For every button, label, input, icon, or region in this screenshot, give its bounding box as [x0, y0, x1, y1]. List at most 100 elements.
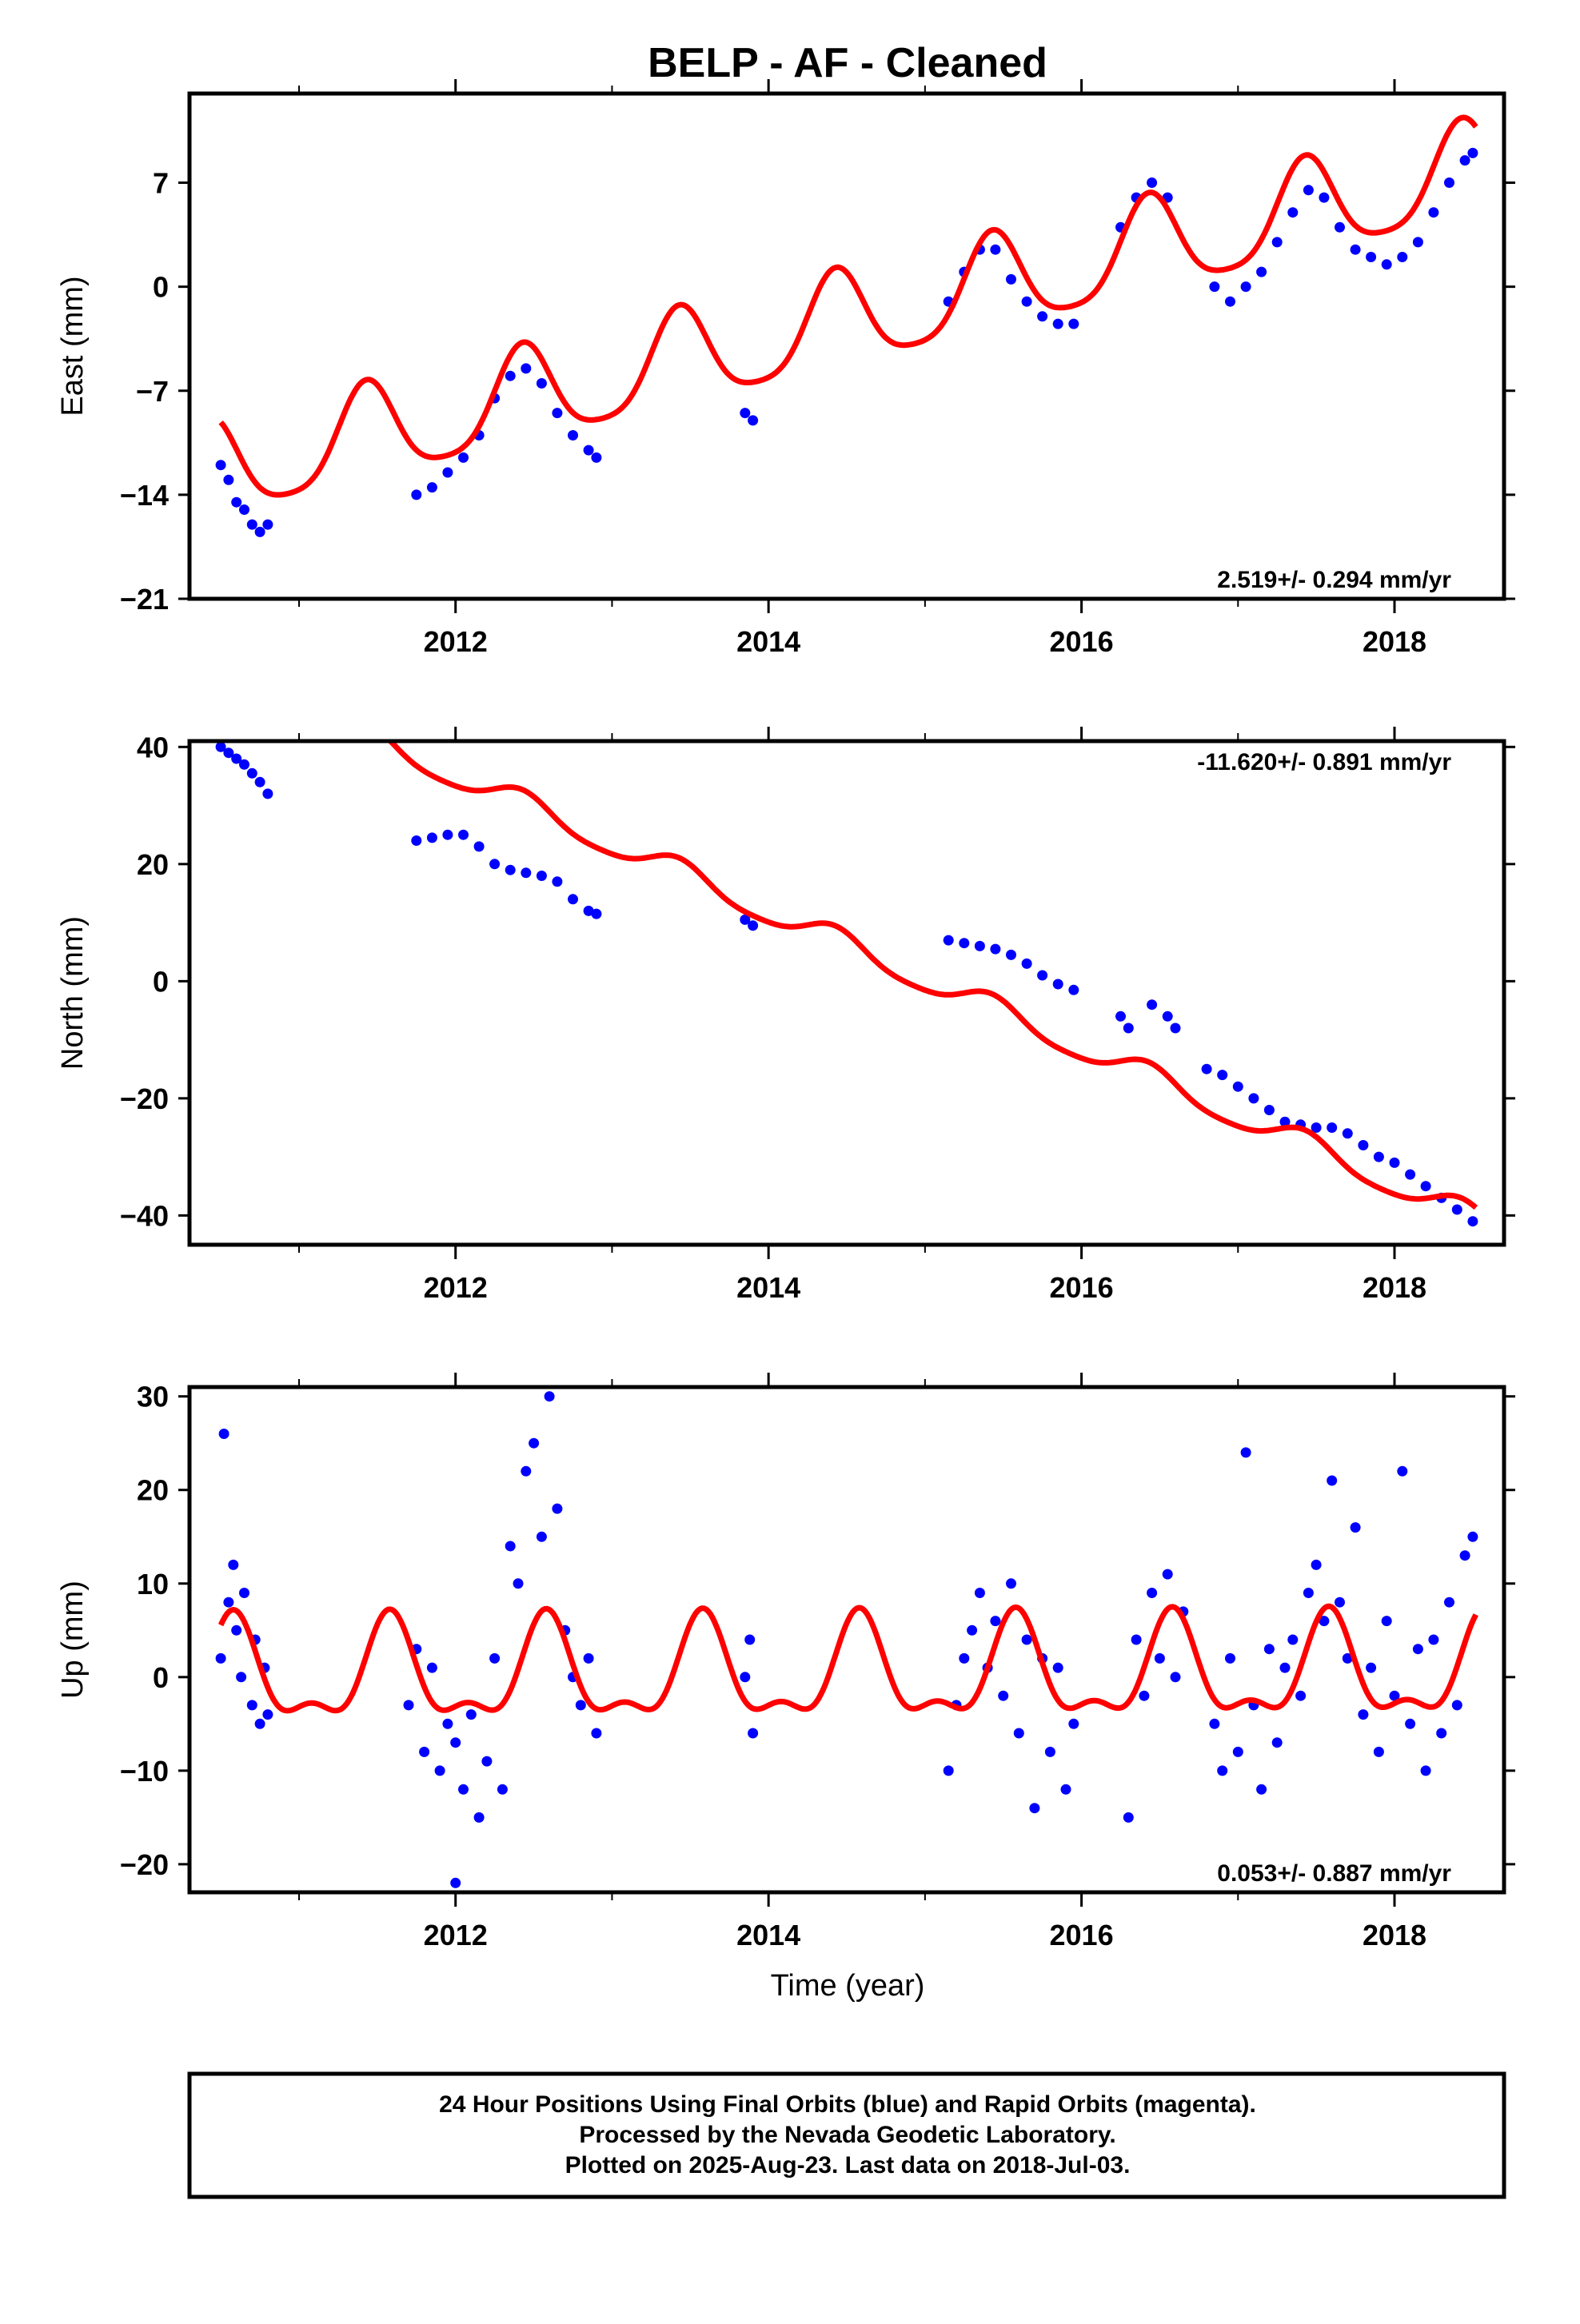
up-data-point [1303, 1588, 1314, 1598]
east-x-tick-label: 2014 [736, 625, 800, 658]
north-data-point [246, 767, 257, 779]
up-data-point [215, 1652, 226, 1664]
north-data-point [458, 829, 469, 840]
up-data-point [1123, 1812, 1134, 1823]
north-x-tick-label: 2018 [1363, 1271, 1426, 1304]
north-data-point [990, 943, 1001, 955]
up-data-point [442, 1718, 453, 1729]
up-data-point [740, 1672, 751, 1683]
east-x-tick-label: 2016 [1050, 625, 1114, 658]
east-data-point [583, 444, 594, 456]
up-data-point [419, 1746, 430, 1757]
north-data-point [1021, 958, 1032, 969]
east-x-tick-label: 2012 [424, 625, 488, 658]
north-data-point [1232, 1081, 1243, 1092]
north-data-point [1006, 949, 1016, 960]
up-data-point [403, 1700, 414, 1711]
up-data-point [481, 1756, 493, 1767]
up-data-point [1420, 1765, 1431, 1776]
north-data-point [1263, 1105, 1275, 1115]
up-y-tick-label: 20 [137, 1474, 169, 1507]
up-data-point [1154, 1652, 1165, 1664]
east-data-point [1335, 221, 1345, 233]
up-data-point [1327, 1475, 1338, 1486]
north-data-points [215, 741, 1478, 1227]
east-y-axis-label: East (mm) [56, 276, 90, 416]
east-y-tick-label: −7 [136, 375, 169, 408]
east-data-point [1428, 207, 1439, 218]
north-y-tick-label: 40 [137, 731, 169, 763]
east-data-point [1209, 281, 1220, 293]
up-frame [187, 1385, 1506, 1895]
up-data-point [246, 1700, 257, 1711]
north-data-point [1037, 970, 1048, 981]
up-data-point [218, 1429, 229, 1439]
up-data-point [1052, 1662, 1063, 1673]
up-data-point [1256, 1784, 1267, 1795]
up-data-point [513, 1578, 524, 1589]
north-data-point [1279, 1116, 1291, 1127]
east-data-point [442, 467, 453, 478]
up-data-point [236, 1672, 247, 1683]
east-x-tick-label: 2018 [1363, 625, 1426, 658]
up-data-point [1287, 1634, 1299, 1645]
up-x-tick-label: 2012 [424, 1919, 488, 1951]
east-data-point [1444, 177, 1454, 188]
north-data-point [1358, 1140, 1369, 1150]
east-data-point [1068, 318, 1079, 329]
north-data-point [505, 864, 516, 875]
caption-box [187, 2071, 1506, 2199]
east-data-point [740, 408, 751, 419]
east-data-point [215, 460, 226, 471]
up-data-point [1232, 1746, 1243, 1757]
up-data-point [1139, 1690, 1150, 1701]
up-data-point [998, 1690, 1009, 1701]
north-y-tick-label: 20 [137, 848, 169, 881]
up-data-point [1319, 1616, 1330, 1627]
up-data-point [497, 1784, 508, 1795]
north-data-point [239, 759, 249, 770]
up-data-point [1209, 1718, 1220, 1729]
east-data-point [411, 489, 422, 500]
up-data-point [1467, 1531, 1478, 1542]
north-data-point [1420, 1181, 1431, 1192]
up-data-point [990, 1616, 1001, 1627]
north-data-point [748, 920, 759, 931]
up-data-point [465, 1709, 477, 1720]
up-data-points [215, 1391, 1478, 1888]
north-data-point [1405, 1169, 1416, 1180]
north-data-point [568, 894, 578, 905]
up-x-tick-label: 2016 [1050, 1919, 1114, 1951]
up-data-point [262, 1709, 273, 1720]
up-data-point [450, 1877, 461, 1888]
up-data-point [505, 1541, 516, 1552]
up-data-point [228, 1559, 239, 1570]
north-x-tick-label: 2016 [1050, 1271, 1114, 1304]
up-data-point [552, 1503, 563, 1514]
east-data-point [1319, 192, 1330, 203]
up-y-tick-label: −10 [120, 1755, 169, 1788]
north-model-curve [386, 741, 1478, 1210]
north-data-point [411, 835, 422, 846]
up-data-point [536, 1531, 547, 1542]
east-data-point [505, 370, 516, 381]
up-y-tick-label: 10 [137, 1568, 169, 1600]
east-data-point [1225, 296, 1235, 307]
east-data-point [1467, 147, 1478, 158]
north-data-point [591, 908, 602, 919]
east-data-point [1240, 281, 1251, 293]
east-data-point [568, 430, 578, 440]
up-data-point [426, 1662, 437, 1673]
east-data-point [1350, 244, 1361, 255]
east-data-point [239, 504, 249, 515]
up-data-point [591, 1728, 602, 1739]
north-data-point [254, 776, 265, 787]
east-data-point [1397, 252, 1408, 262]
caption-line-1: 24 Hour Positions Using Final Orbits (bl… [439, 2091, 1256, 2118]
north-data-point [1123, 1022, 1134, 1034]
north-data-point [1115, 1011, 1126, 1022]
up-data-point [1068, 1718, 1079, 1729]
east-data-point [223, 474, 234, 485]
up-data-point [1060, 1784, 1071, 1795]
